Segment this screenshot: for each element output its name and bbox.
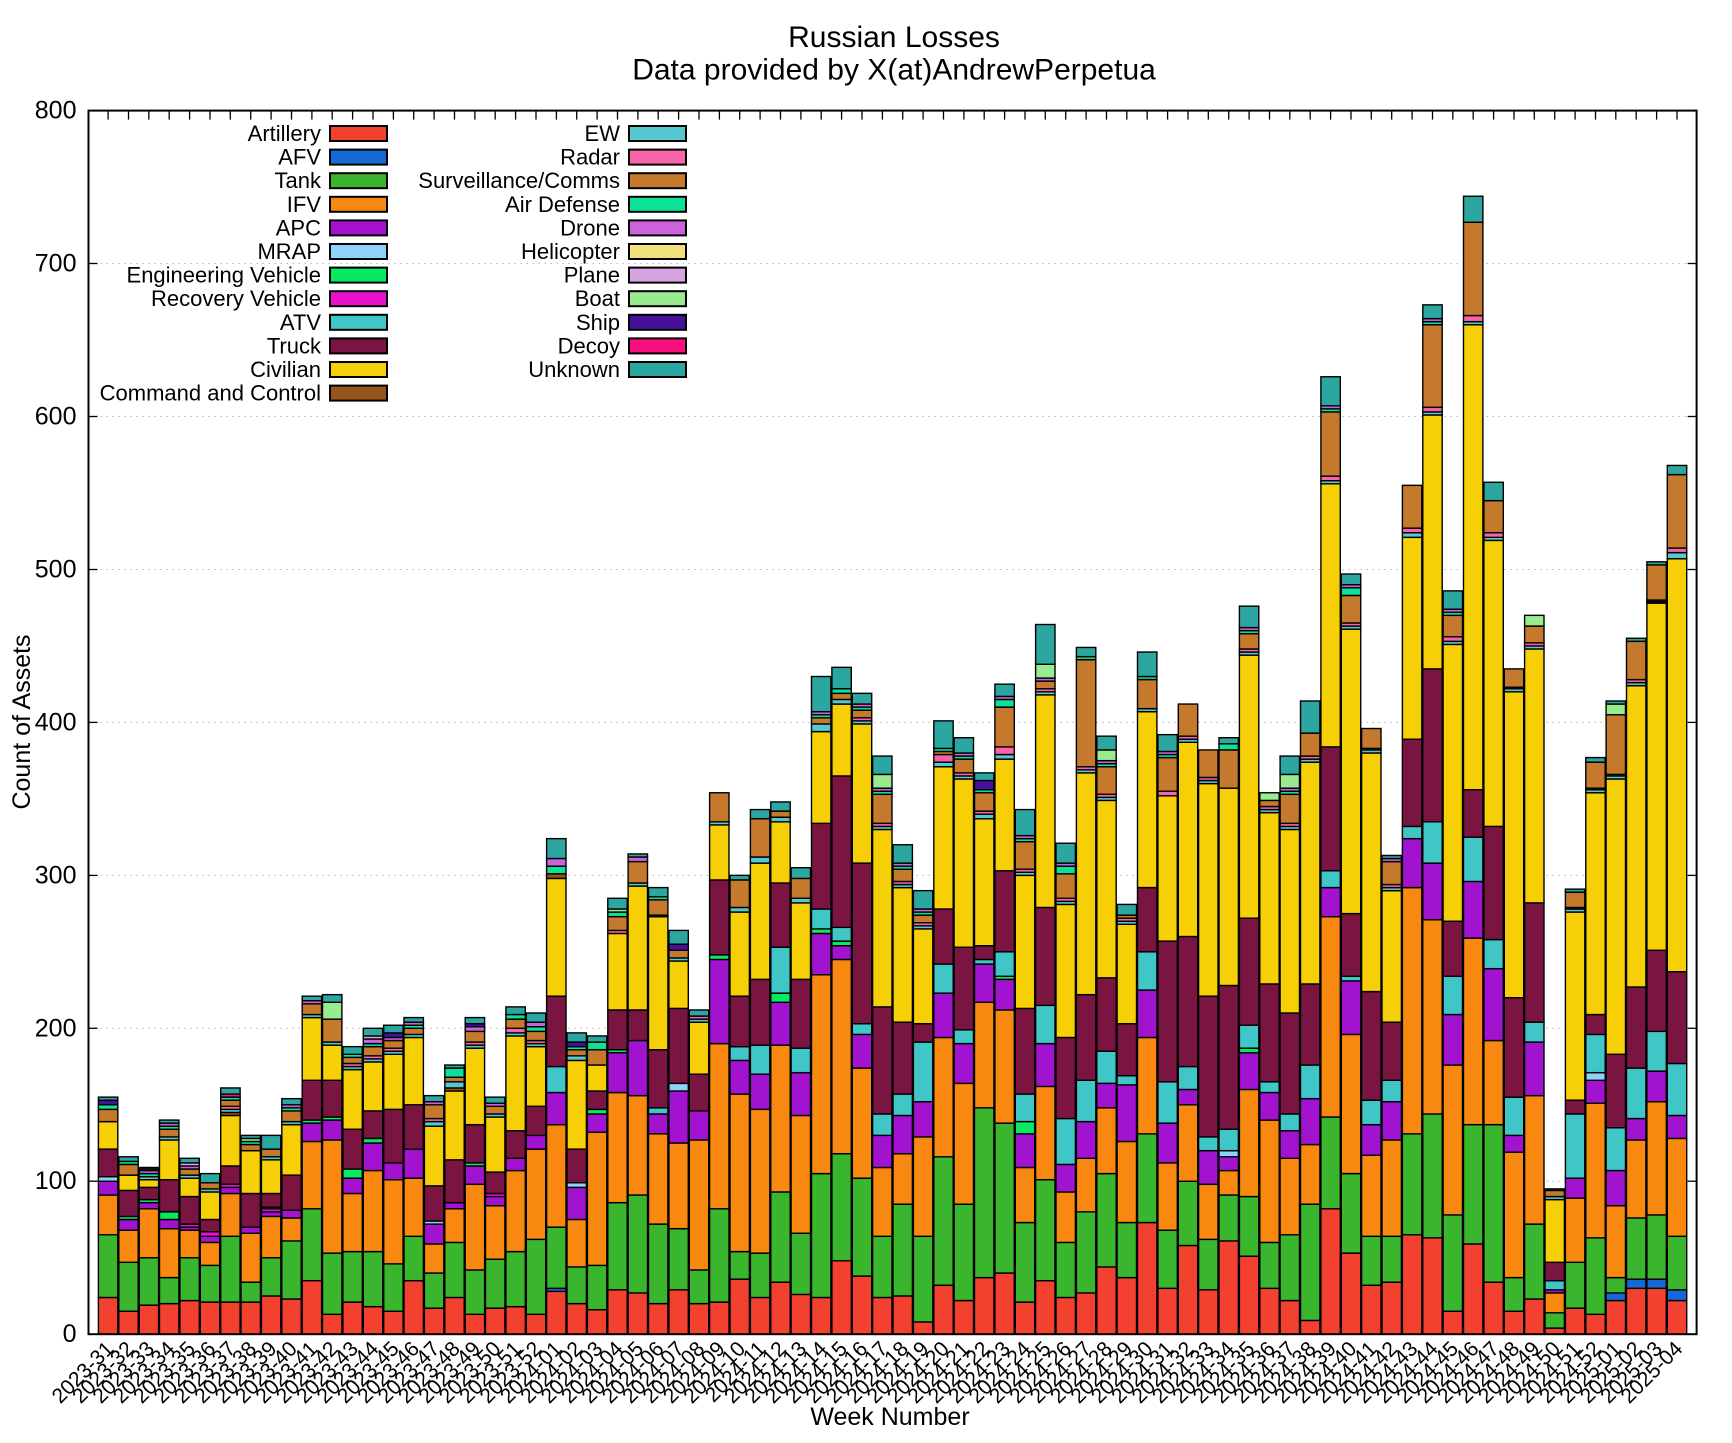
svg-text:Unknown: Unknown <box>528 357 620 382</box>
svg-text:700: 700 <box>35 250 77 278</box>
svg-text:Week Number: Week Number <box>810 1403 969 1431</box>
svg-text:Command and Control: Command and Control <box>100 381 321 406</box>
svg-text:Radar: Radar <box>560 145 620 170</box>
svg-text:Engineering Vehicle: Engineering Vehicle <box>127 263 321 288</box>
svg-text:Air Defense: Air Defense <box>505 192 620 217</box>
svg-text:ATV: ATV <box>280 310 321 335</box>
svg-text:APC: APC <box>276 215 321 240</box>
svg-text:Count of Assets: Count of Assets <box>8 634 36 809</box>
svg-text:Drone: Drone <box>560 215 620 240</box>
svg-text:Russian Losses: Russian Losses <box>788 21 1000 54</box>
svg-text:Truck: Truck <box>267 333 322 358</box>
svg-text:IFV: IFV <box>287 192 322 217</box>
svg-text:Civilian: Civilian <box>250 357 321 382</box>
svg-text:Recovery Vehicle: Recovery Vehicle <box>151 286 321 311</box>
svg-text:Ship: Ship <box>576 310 620 335</box>
svg-text:AFV: AFV <box>278 145 321 170</box>
svg-text:100: 100 <box>35 1167 77 1195</box>
svg-text:Boat: Boat <box>575 286 620 311</box>
svg-text:Surveillance/Comms: Surveillance/Comms <box>418 168 620 193</box>
svg-text:200: 200 <box>35 1014 77 1042</box>
svg-text:Tank: Tank <box>275 168 322 193</box>
svg-text:Decoy: Decoy <box>558 333 620 358</box>
svg-text:800: 800 <box>35 97 77 125</box>
svg-text:Plane: Plane <box>564 263 620 288</box>
svg-text:0: 0 <box>63 1320 77 1348</box>
svg-text:500: 500 <box>35 556 77 584</box>
svg-text:MRAP: MRAP <box>257 239 321 264</box>
svg-text:400: 400 <box>35 708 77 736</box>
svg-text:Helicopter: Helicopter <box>521 239 620 264</box>
svg-text:300: 300 <box>35 861 77 889</box>
svg-text:600: 600 <box>35 403 77 431</box>
svg-text:Data provided by X(at)AndrewPe: Data provided by X(at)AndrewPerpetua <box>632 54 1156 87</box>
svg-text:Artillery: Artillery <box>248 121 321 146</box>
svg-text:EW: EW <box>585 121 621 146</box>
